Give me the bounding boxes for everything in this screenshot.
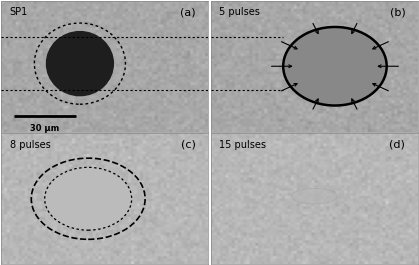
- Ellipse shape: [292, 188, 337, 204]
- Text: (c): (c): [181, 140, 196, 150]
- Text: (d): (d): [389, 140, 405, 150]
- Text: 30 μm: 30 μm: [30, 124, 59, 133]
- Ellipse shape: [45, 167, 132, 230]
- Text: (a): (a): [180, 7, 196, 17]
- Ellipse shape: [283, 27, 387, 105]
- Text: (b): (b): [390, 7, 405, 17]
- Ellipse shape: [46, 31, 114, 96]
- Text: SP1: SP1: [10, 7, 28, 17]
- Text: 15 pulses: 15 pulses: [219, 140, 266, 150]
- Text: 5 pulses: 5 pulses: [219, 7, 260, 17]
- Text: 8 pulses: 8 pulses: [10, 140, 50, 150]
